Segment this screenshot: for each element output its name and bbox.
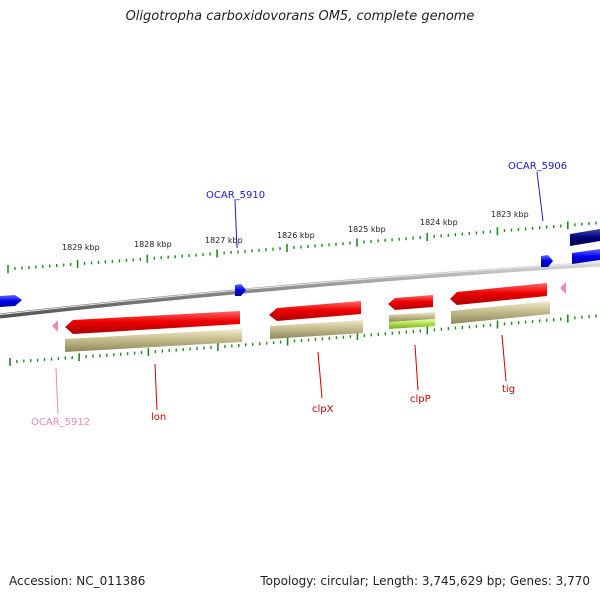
cds-navy-upper-block[interactable] xyxy=(570,229,600,246)
cds-lon-arrow[interactable] xyxy=(65,311,240,334)
scale-label-1823: 1823 kbp xyxy=(491,210,529,219)
callout-ocar-5912 xyxy=(55,367,59,415)
gene-tig-bar[interactable] xyxy=(451,301,550,324)
cds-ocar-5906-arrow[interactable] xyxy=(541,255,553,267)
gene-label-ocar-5912[interactable]: OCAR_5912 xyxy=(31,417,90,428)
callout-lines xyxy=(55,171,544,415)
callout-clpp xyxy=(414,344,419,391)
gene-label-clpp[interactable]: clpP xyxy=(410,394,431,405)
genome-backbone xyxy=(0,261,600,319)
cds-ocar-5912-arrow[interactable] xyxy=(52,320,58,332)
upper-scale-ticks xyxy=(7,221,597,273)
genome-backbone-highlight xyxy=(0,262,600,315)
cds-clpp-arrow[interactable] xyxy=(388,295,433,310)
cds-blue-right-block[interactable] xyxy=(572,249,600,264)
gene-clpp-bar[interactable] xyxy=(389,312,435,322)
scale-label-1827: 1827 kbp xyxy=(205,236,243,245)
gene-lon-bar[interactable] xyxy=(65,329,242,352)
scale-label-1824: 1824 kbp xyxy=(420,218,458,227)
callout-clpx xyxy=(317,351,323,399)
callout-ocar-5906 xyxy=(536,171,544,222)
scale-label-1826: 1826 kbp xyxy=(277,231,315,240)
callout-ocar-5910 xyxy=(234,199,238,249)
gene-label-clpx[interactable]: clpX xyxy=(312,404,334,415)
callout-tig xyxy=(501,334,507,382)
cds-ocar-5910-arrow[interactable] xyxy=(235,284,246,296)
map-title: Oligotropha carboxidovorans OM5, complet… xyxy=(125,9,475,24)
gene-clpx-bar[interactable] xyxy=(270,320,363,339)
gene-label-ocar-5910[interactable]: OCAR_5910 xyxy=(206,190,265,201)
footer-accession: Accession: NC_011386 xyxy=(9,574,146,588)
footer-topology: Topology: circular; Length: 3,745,629 bp… xyxy=(260,574,590,588)
cds-clpx-arrow[interactable] xyxy=(269,301,361,321)
lower-scale-ticks xyxy=(9,314,597,366)
cds-tig-arrow[interactable] xyxy=(450,283,547,305)
scale-label-1829: 1829 kbp xyxy=(62,243,100,252)
gene-labels: OCAR_5910 OCAR_5906 OCAR_5912 lon clpX c… xyxy=(31,161,567,428)
callout-lon xyxy=(154,363,158,411)
gene-label-ocar-5906[interactable]: OCAR_5906 xyxy=(508,161,567,172)
gene-clpp-lime-bar[interactable] xyxy=(389,319,435,329)
scale-label-1825: 1825 kbp xyxy=(348,225,386,234)
cds-ocar-5911-arrow[interactable] xyxy=(0,295,22,307)
gene-label-lon[interactable]: lon xyxy=(151,412,166,423)
scale-label-1828: 1828 kbp xyxy=(134,240,172,249)
cds-pink-right-arrow[interactable] xyxy=(560,282,566,294)
gene-label-tig[interactable]: tig xyxy=(502,384,515,395)
scale-labels: 1829 kbp 1828 kbp 1827 kbp 1826 kbp 1825… xyxy=(62,210,529,252)
